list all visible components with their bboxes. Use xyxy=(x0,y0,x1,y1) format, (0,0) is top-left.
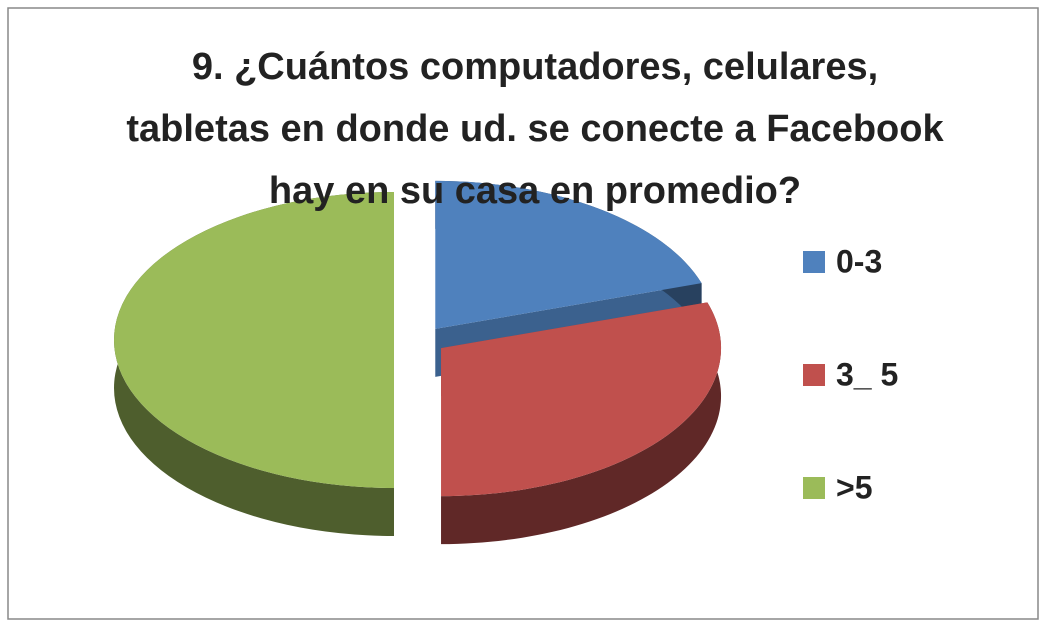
frame-border xyxy=(7,7,1039,620)
slice-side xyxy=(441,302,722,545)
legend-label: >5 xyxy=(836,469,872,505)
legend-swatch xyxy=(803,251,825,273)
legend-swatch xyxy=(803,364,825,386)
chart-title: 9. ¿Cuántos computadores, celulares, tab… xyxy=(126,46,944,212)
slice xyxy=(435,180,702,329)
slice xyxy=(441,302,722,497)
legend-label: 3_ 5 xyxy=(836,356,898,392)
slice xyxy=(114,192,394,488)
legend-swatch xyxy=(803,477,825,499)
legend-label: 0-3 xyxy=(836,243,882,279)
